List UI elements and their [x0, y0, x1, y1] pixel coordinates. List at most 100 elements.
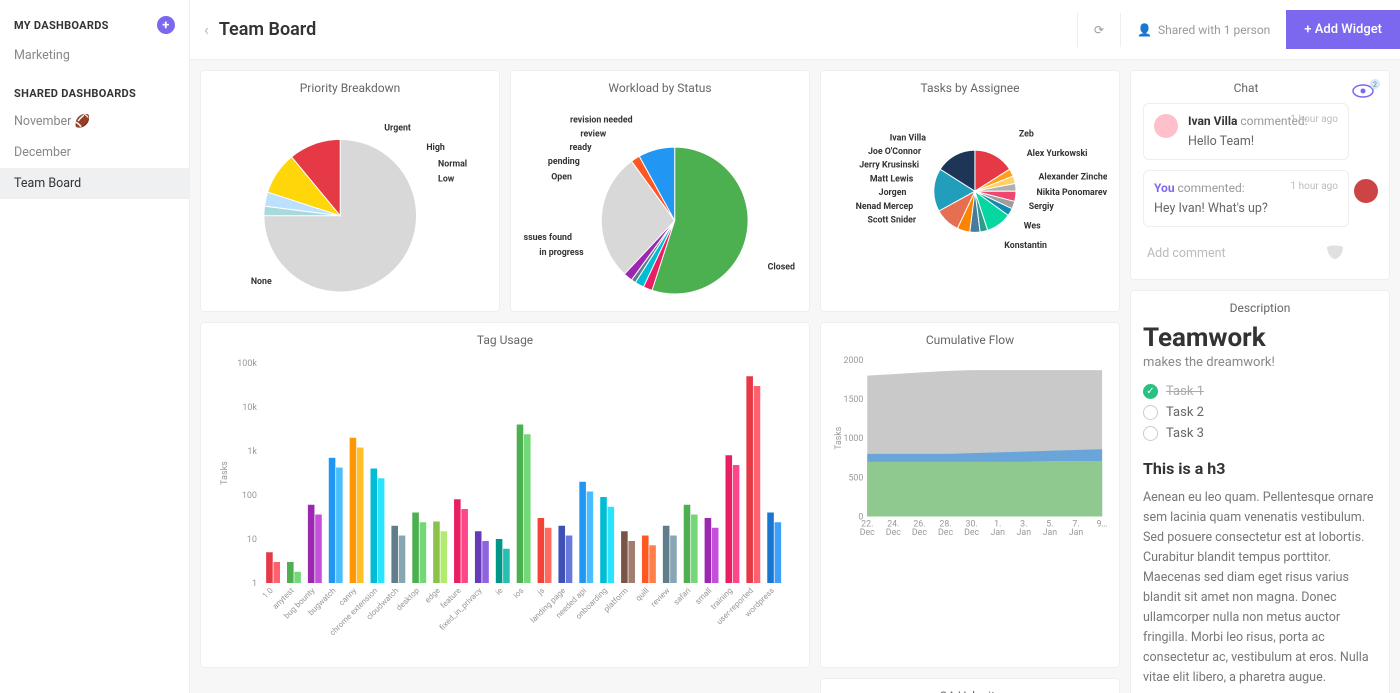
- bar[interactable]: [558, 526, 565, 583]
- pie-label: revision needed: [570, 116, 633, 126]
- bar[interactable]: [524, 434, 531, 583]
- bar[interactable]: [621, 531, 628, 583]
- svg-text:100: 100: [242, 491, 257, 501]
- card-title: Tasks by Assignee: [833, 81, 1107, 95]
- refresh-button[interactable]: ⟳: [1077, 13, 1120, 47]
- svg-text:Jan: Jan: [1069, 528, 1084, 538]
- bar[interactable]: [538, 518, 545, 583]
- my-dashboards-label: MY DASHBOARDS: [14, 19, 109, 32]
- checkbox-icon[interactable]: [1143, 426, 1158, 441]
- add-widget-button[interactable]: + Add Widget: [1286, 10, 1400, 49]
- bar[interactable]: [663, 526, 670, 583]
- bar[interactable]: [378, 478, 385, 583]
- svg-text:ios: ios: [512, 586, 526, 600]
- bar[interactable]: [725, 455, 732, 583]
- task-row[interactable]: ✓ Task 1: [1143, 384, 1377, 399]
- description-card: Description Teamwork makes the dreamwork…: [1130, 290, 1390, 693]
- bar[interactable]: [308, 505, 315, 583]
- checkbox-icon[interactable]: ✓: [1143, 384, 1158, 399]
- checkbox-icon[interactable]: [1143, 405, 1158, 420]
- bar[interactable]: [691, 515, 698, 583]
- bar[interactable]: [684, 505, 691, 583]
- bar[interactable]: [608, 507, 615, 583]
- sidebar-item[interactable]: Team Board: [0, 168, 189, 199]
- bar[interactable]: [371, 469, 378, 583]
- chat-input[interactable]: Add comment: [1143, 237, 1349, 269]
- bar[interactable]: [287, 562, 294, 583]
- sidebar-item[interactable]: Marketing: [0, 40, 189, 71]
- svg-text:1: 1: [252, 579, 257, 589]
- svg-text:Tasks: Tasks: [834, 426, 844, 450]
- bar[interactable]: [350, 438, 357, 583]
- bar[interactable]: [391, 526, 398, 583]
- svg-text:desktop: desktop: [394, 586, 421, 613]
- bar[interactable]: [670, 536, 677, 583]
- bar[interactable]: [420, 522, 427, 583]
- bar[interactable]: [587, 492, 594, 583]
- tag-usage-card: Tag Usage 1101001k10k100kTasks1.0anytest…: [200, 322, 810, 668]
- bar[interactable]: [454, 499, 461, 583]
- task-label: Task 1: [1166, 384, 1204, 399]
- bar[interactable]: [705, 518, 712, 583]
- send-icon[interactable]: [1325, 245, 1345, 261]
- bar[interactable]: [357, 448, 364, 583]
- task-row[interactable]: Task 3: [1143, 426, 1377, 441]
- bar[interactable]: [642, 536, 649, 583]
- desc-paragraph: Aenean eu leo quam. Pellentesque ornare …: [1143, 488, 1377, 688]
- page-title: Team Board: [219, 19, 316, 40]
- bar[interactable]: [266, 552, 273, 583]
- watchers-icon[interactable]: 2: [1351, 79, 1381, 99]
- card-title: Workload by Status: [523, 81, 797, 95]
- avatar: [1354, 179, 1378, 203]
- bar[interactable]: [566, 536, 573, 583]
- pie-label: Alexander Zinchenko: [1039, 172, 1108, 182]
- sidebar-item[interactable]: December: [0, 137, 189, 168]
- bar[interactable]: [399, 536, 406, 583]
- bar[interactable]: [294, 572, 301, 583]
- pie-label: Joe O'Connor: [868, 147, 922, 157]
- bar[interactable]: [628, 541, 635, 583]
- add-dashboard-button[interactable]: +: [157, 16, 175, 34]
- chat-message[interactable]: You commented:Hey Ivan! What's up?1 hour…: [1143, 170, 1349, 227]
- bar[interactable]: [329, 458, 336, 583]
- bar[interactable]: [433, 521, 440, 583]
- pie-label: Closed: [768, 263, 795, 273]
- bar[interactable]: [517, 425, 524, 583]
- tasks-by-assignee-card: Tasks by Assignee Ivan Villa Joe O'Connor…: [820, 70, 1120, 312]
- sidebar-item[interactable]: November 🏈: [0, 106, 189, 137]
- bar[interactable]: [412, 513, 419, 583]
- bar[interactable]: [649, 545, 656, 583]
- svg-text:safari: safari: [672, 586, 693, 607]
- bar[interactable]: [461, 509, 468, 583]
- bar[interactable]: [336, 468, 343, 583]
- svg-text:Dec: Dec: [860, 528, 875, 538]
- bar[interactable]: [475, 531, 482, 583]
- svg-text:500: 500: [848, 473, 863, 483]
- svg-text:Dec: Dec: [938, 528, 953, 538]
- bar[interactable]: [746, 376, 753, 583]
- bar[interactable]: [712, 528, 719, 583]
- bar[interactable]: [503, 549, 510, 583]
- area-series[interactable]: [867, 461, 1102, 517]
- task-row[interactable]: Task 2: [1143, 405, 1377, 420]
- pie-label: Ivan Villa: [890, 133, 927, 143]
- bar[interactable]: [482, 541, 489, 583]
- bar[interactable]: [273, 562, 280, 583]
- back-chevron-icon[interactable]: ‹: [204, 20, 209, 39]
- bar[interactable]: [579, 482, 586, 583]
- shared-with-button[interactable]: 👤 Shared with 1 person: [1120, 13, 1286, 47]
- bar[interactable]: [545, 528, 552, 583]
- chat-message[interactable]: Ivan Villa commented:Hello Team!1 hour a…: [1143, 103, 1349, 160]
- bar[interactable]: [440, 531, 447, 583]
- pie-label: High: [426, 143, 445, 153]
- bar[interactable]: [600, 497, 607, 583]
- bar[interactable]: [754, 386, 761, 583]
- bar[interactable]: [775, 522, 782, 583]
- sidebar: MY DASHBOARDS + Marketing SHARED DASHBOA…: [0, 0, 190, 693]
- card-title: Tag Usage: [213, 333, 797, 347]
- bar[interactable]: [496, 539, 503, 583]
- card-title: Description: [1143, 301, 1377, 315]
- bar[interactable]: [733, 465, 740, 583]
- bar[interactable]: [767, 513, 774, 583]
- bar[interactable]: [315, 515, 322, 583]
